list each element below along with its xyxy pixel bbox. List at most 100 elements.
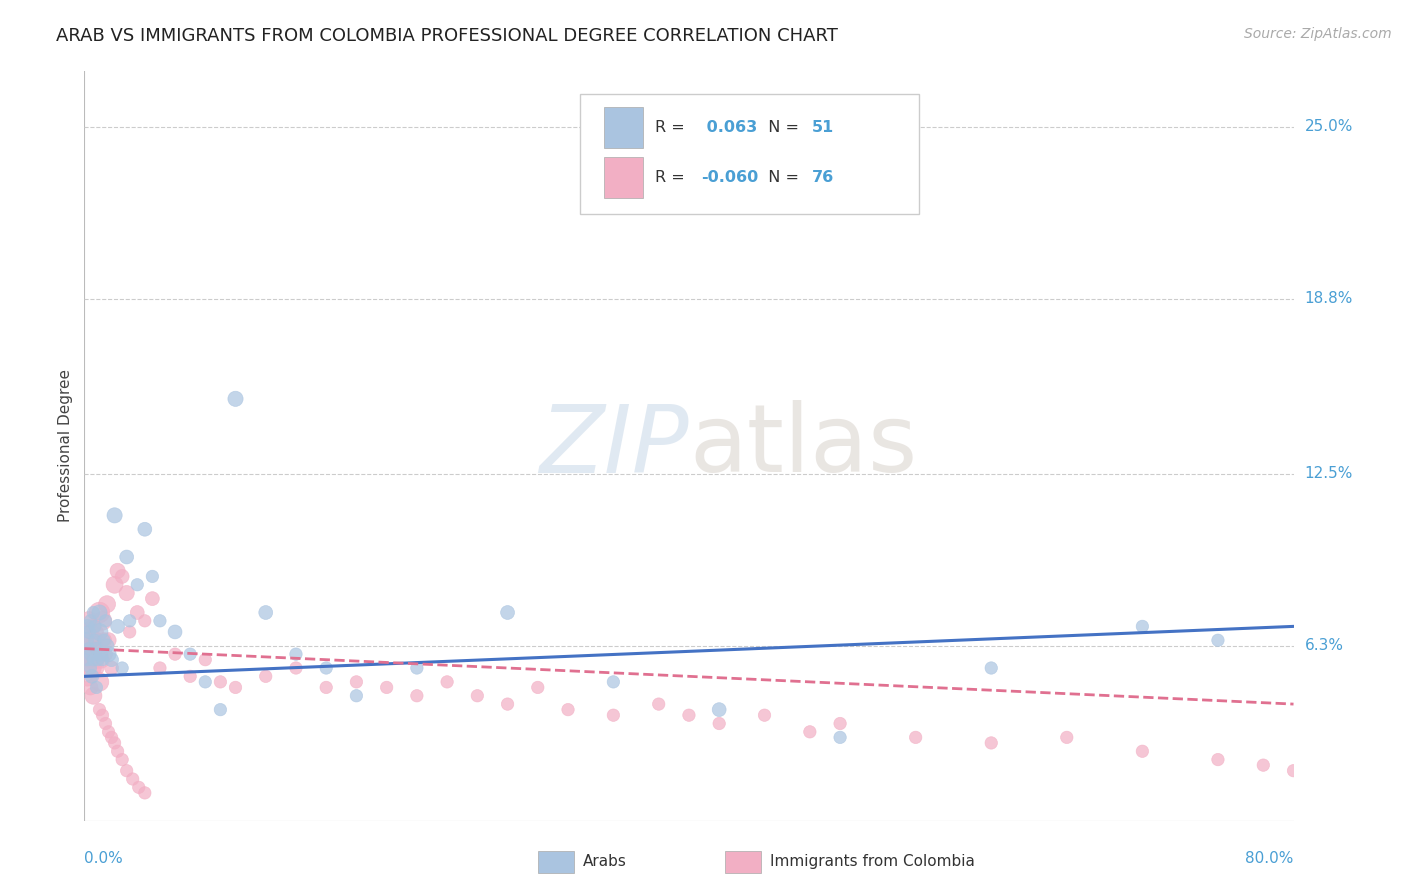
Point <box>134 522 156 536</box>
Point <box>100 661 122 675</box>
Point <box>86 641 108 656</box>
Point <box>602 708 624 723</box>
Point <box>79 661 101 675</box>
Text: 51: 51 <box>813 120 835 135</box>
Point <box>97 633 120 648</box>
Point <box>79 641 101 656</box>
Point <box>254 606 277 620</box>
Point <box>80 669 103 683</box>
Point <box>104 736 127 750</box>
Point <box>754 708 776 723</box>
Point <box>285 647 308 661</box>
Point <box>77 614 100 628</box>
Point <box>1206 753 1229 767</box>
Point <box>285 661 308 675</box>
Point <box>980 661 1002 675</box>
Point <box>127 606 149 620</box>
Point <box>82 606 104 620</box>
Text: R =: R = <box>655 170 690 186</box>
Point <box>91 708 114 723</box>
FancyBboxPatch shape <box>605 107 643 148</box>
Point <box>94 716 117 731</box>
Point <box>79 614 101 628</box>
Text: Arabs: Arabs <box>582 855 627 870</box>
Point <box>104 578 127 592</box>
Point <box>496 606 519 620</box>
Point <box>1206 633 1229 648</box>
Point <box>97 647 120 661</box>
Point <box>149 614 172 628</box>
Point <box>128 780 150 795</box>
Text: 80.0%: 80.0% <box>1246 851 1294 866</box>
Point <box>93 633 115 648</box>
Point <box>709 716 731 731</box>
Point <box>118 614 141 628</box>
Point <box>84 653 107 667</box>
Point <box>406 661 429 675</box>
Point <box>87 641 110 656</box>
Point <box>82 619 104 633</box>
Point <box>84 633 107 648</box>
Point <box>104 508 127 523</box>
FancyBboxPatch shape <box>725 851 762 873</box>
Point <box>254 669 277 683</box>
Point <box>75 647 97 661</box>
Point <box>209 674 232 689</box>
Point <box>107 744 129 758</box>
Text: 25.0%: 25.0% <box>1305 120 1353 135</box>
Point <box>111 753 134 767</box>
Point <box>115 549 138 564</box>
Point <box>111 661 134 675</box>
Point <box>84 633 107 648</box>
Point <box>1253 758 1275 772</box>
Point <box>79 681 101 695</box>
Point <box>1130 744 1153 758</box>
Point <box>80 661 103 675</box>
Point <box>77 624 100 639</box>
Point <box>86 624 108 639</box>
Point <box>179 669 201 683</box>
Point <box>76 669 98 683</box>
Point <box>82 653 104 667</box>
Point <box>86 681 108 695</box>
Point <box>77 641 100 656</box>
Point <box>709 703 731 717</box>
Text: 0.063: 0.063 <box>702 120 758 135</box>
Point <box>121 772 143 786</box>
Point <box>96 639 118 653</box>
Text: N =: N = <box>758 170 804 186</box>
Point <box>557 703 579 717</box>
Point <box>436 674 458 689</box>
Y-axis label: Professional Degree: Professional Degree <box>58 369 73 523</box>
Point <box>75 633 97 648</box>
Point <box>375 681 398 695</box>
Point <box>115 764 138 778</box>
Text: R =: R = <box>655 120 690 135</box>
Point <box>527 681 550 695</box>
Text: N =: N = <box>758 120 804 135</box>
Point <box>209 703 232 717</box>
Point <box>225 681 247 695</box>
Point <box>86 661 108 675</box>
Point <box>830 731 852 745</box>
Point <box>980 736 1002 750</box>
Point <box>1282 764 1305 778</box>
Point <box>346 689 368 703</box>
Point <box>76 653 98 667</box>
Point <box>84 619 107 633</box>
Point <box>315 661 337 675</box>
Point <box>87 653 110 667</box>
Point <box>97 724 120 739</box>
Text: 76: 76 <box>813 170 835 186</box>
Text: ZIP: ZIP <box>540 401 689 491</box>
Point <box>496 697 519 711</box>
Text: 6.3%: 6.3% <box>1305 639 1344 653</box>
Point <box>89 624 111 639</box>
Point <box>165 624 187 639</box>
Point <box>315 681 337 695</box>
Point <box>141 591 163 606</box>
Point <box>179 647 201 661</box>
Point <box>91 614 114 628</box>
Text: Source: ZipAtlas.com: Source: ZipAtlas.com <box>1244 27 1392 41</box>
Point <box>194 674 217 689</box>
